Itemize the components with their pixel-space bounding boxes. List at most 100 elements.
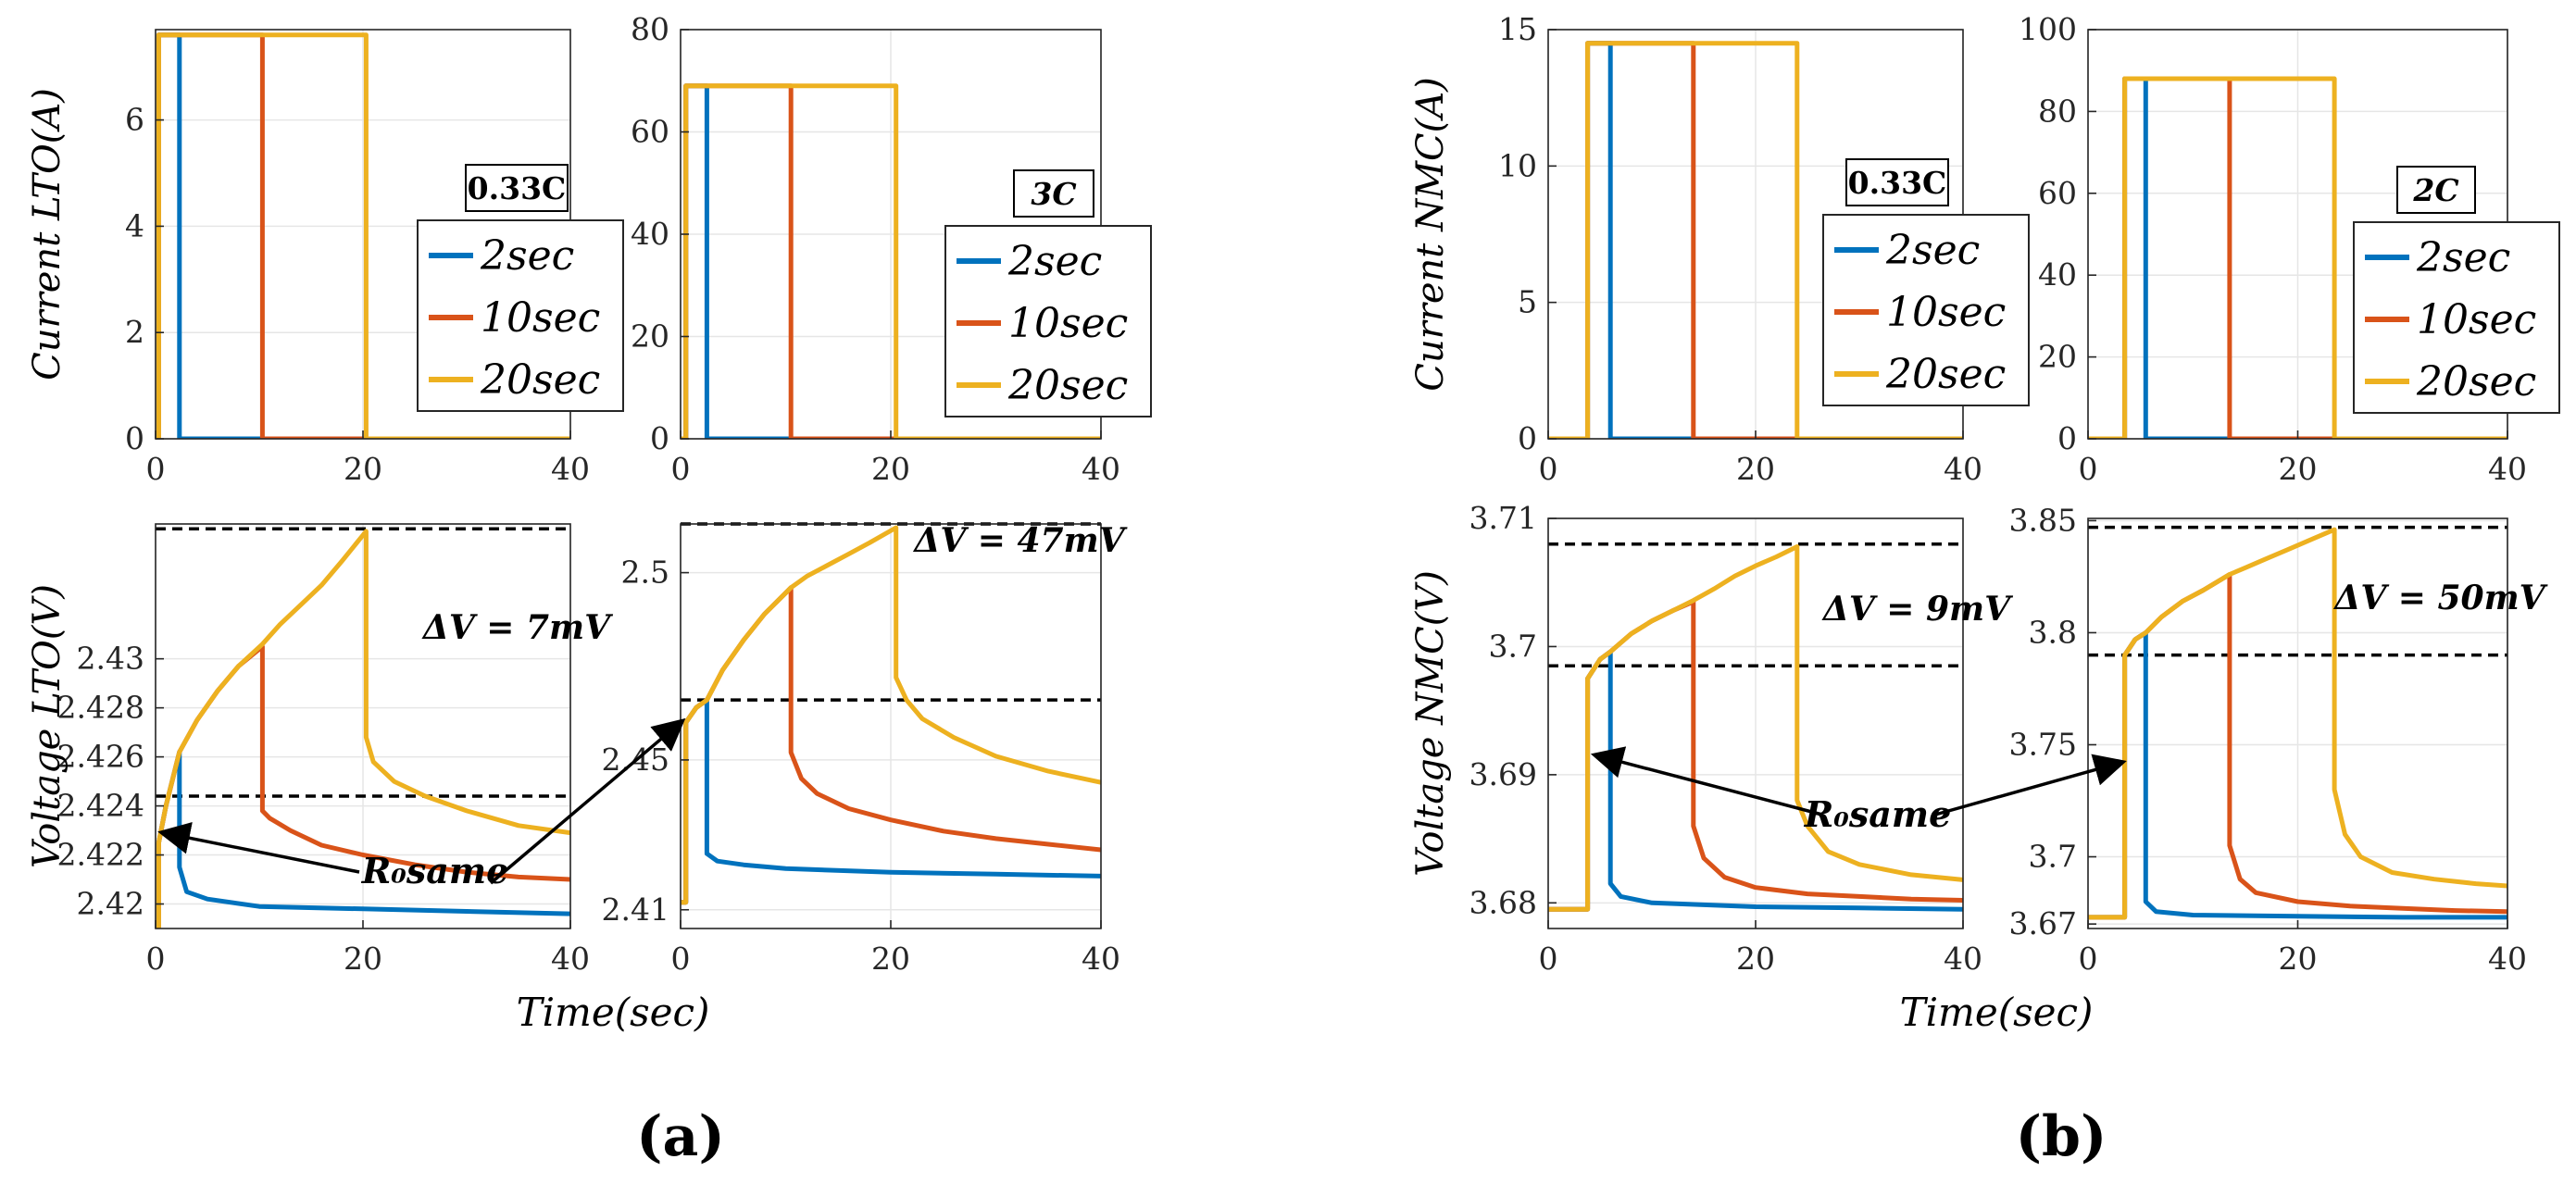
y-axis-label: Voltage LTO(V) <box>26 584 69 868</box>
x-tick-label: 0 <box>1539 451 1558 487</box>
legend-title: 2C <box>2412 172 2458 208</box>
series-line-20sec <box>1548 41 1963 439</box>
chart-nmc-voltage-2c: 0 20 40 3.67 3.7 3.75 3.8 3.85 ΔV = 50mV <box>2009 502 2548 977</box>
x-tick-label: 40 <box>1944 941 1982 977</box>
y-tick-label: 3.8 <box>2029 614 2077 650</box>
y-tick-label: 5 <box>1518 284 1537 320</box>
x-tick-label: 20 <box>1736 941 1775 977</box>
x-tick-label: 40 <box>551 941 590 977</box>
legend-label-10sec: 10sec <box>481 294 600 342</box>
y-tick-label: 80 <box>631 11 669 47</box>
legend-title-box <box>2396 166 2476 214</box>
legend-label-20sec: 20sec <box>2416 358 2536 405</box>
y-tick-label: 0 <box>2057 420 2077 456</box>
r0-arrow <box>1934 754 2127 816</box>
y-tick-label: 0 <box>650 420 669 456</box>
series-group <box>2088 76 2507 439</box>
series-group <box>156 32 570 439</box>
delta-v-label: ΔV = 7mV <box>421 608 613 647</box>
x-tick-label: 20 <box>2279 941 2318 977</box>
series-group <box>1548 544 1963 912</box>
legend-title: 3C <box>1031 176 1076 212</box>
chart-lto-voltage-033: 0 20 40 2.42 2.422 2.424 2.426 2.428 2.43Voltage… <box>26 523 710 1035</box>
legend-label-20sec: 20sec <box>1007 362 1128 409</box>
x-tick-label: 20 <box>871 451 910 487</box>
series-line-20sec <box>681 83 1101 439</box>
r0-same-label-lto: R₀same <box>361 850 509 891</box>
y-tick-label: 15 <box>1498 11 1537 47</box>
x-tick-label: 40 <box>551 451 590 487</box>
x-tick-label: 20 <box>344 451 382 487</box>
y-tick-label: 6 <box>125 102 144 138</box>
r0-arrow <box>1590 746 1823 816</box>
y-tick-label: 3.7 <box>1489 628 1537 664</box>
series-group <box>681 83 1101 439</box>
series-line-20sec <box>156 32 570 439</box>
y-tick-label: 2 <box>125 314 144 350</box>
y-tick-label: 40 <box>2038 256 2077 293</box>
y-tick-label: 2.43 <box>77 641 144 677</box>
x-axis-label: Time(sec) <box>517 990 710 1035</box>
legend-label-2sec: 2sec <box>1007 238 1102 285</box>
series-group <box>156 529 570 929</box>
y-tick-label: 2.424 <box>57 788 144 824</box>
legend: 2sec 10sec 20sec <box>417 219 624 412</box>
legend-label-20sec: 20sec <box>1885 351 2006 398</box>
y-tick-label: 2.426 <box>57 739 144 775</box>
chart-lto-current-033: 0 20 40 0 2 4 6 Current LTO(A) 0.33C 2sec 10sec 20s… <box>26 29 624 487</box>
x-tick-label: 0 <box>1539 941 1558 977</box>
y-axis-label: Current NMC(A) <box>1409 77 1452 392</box>
y-tick-label: 60 <box>631 114 669 150</box>
r0-same-label-nmc: R₀same <box>1804 793 1952 835</box>
x-tick-label: 0 <box>146 451 166 487</box>
y-tick-label: 4 <box>125 207 144 243</box>
series-line-20sec <box>1548 544 1963 912</box>
series-group <box>681 525 1101 905</box>
chart-lto-current-3c: 0 20 40 0 20 40 60 80 3C 2sec 10sec 20sec <box>631 11 1152 487</box>
x-axis-label: Time(sec) <box>1900 990 2094 1035</box>
x-tick-label: 0 <box>2079 451 2098 487</box>
y-tick-label: 2.428 <box>57 690 144 726</box>
figure-label-b: (b) <box>2016 1104 2107 1169</box>
y-tick-label: 10 <box>1498 147 1537 183</box>
y-tick-label: 3.69 <box>1469 756 1537 792</box>
y-tick-label: 3.68 <box>1469 884 1537 920</box>
legend-title-box <box>465 164 569 212</box>
legend-title: 0.33C <box>468 170 567 206</box>
x-tick-label: 0 <box>671 451 691 487</box>
legend-label-2sec: 2sec <box>2416 234 2510 281</box>
y-tick-label: 60 <box>2038 175 2077 211</box>
series-line-20sec <box>2088 76 2507 439</box>
r0-arrow <box>157 822 360 874</box>
legend-label-10sec: 10sec <box>1886 289 2006 336</box>
legend: 2sec 10sec 20sec <box>2353 221 2560 414</box>
legend-title: 0.33C <box>1848 165 1947 201</box>
y-axis-label: Voltage NMC(V) <box>1409 570 1452 877</box>
legend: 2sec 10sec 20sec <box>944 225 1152 418</box>
delta-v-label: ΔV = 50mV <box>2332 579 2547 617</box>
series-line-20sec <box>2088 527 2507 920</box>
y-tick-label: 80 <box>2038 93 2077 129</box>
x-tick-label: 20 <box>344 941 382 977</box>
legend-title-box <box>1845 158 1949 206</box>
legend-title-box <box>1013 169 1094 218</box>
y-tick-label: 3.7 <box>2029 839 2077 875</box>
y-tick-label: 20 <box>2038 339 2077 375</box>
legend-label-20sec: 20sec <box>480 356 600 404</box>
legend-label-10sec: 10sec <box>1008 300 1128 347</box>
x-tick-label: 20 <box>1736 451 1775 487</box>
chart-nmc-current-2c: 0 20 40 0 20 40 60 80 100 2C 2sec 10sec 20sec <box>2019 11 2560 487</box>
y-tick-label: 20 <box>631 318 669 355</box>
x-tick-label: 0 <box>671 941 691 977</box>
x-tick-label: 40 <box>1082 451 1120 487</box>
y-tick-label: 2.5 <box>621 555 669 591</box>
y-tick-label: 3.75 <box>2009 726 2077 762</box>
legend: 2sec 10sec 20sec <box>1822 214 2030 406</box>
y-tick-label: 2.42 <box>77 886 144 922</box>
legend-label-10sec: 10sec <box>2417 296 2536 343</box>
y-axis-label: Current LTO(A) <box>26 88 69 380</box>
y-tick-label: 3.71 <box>1469 500 1537 536</box>
